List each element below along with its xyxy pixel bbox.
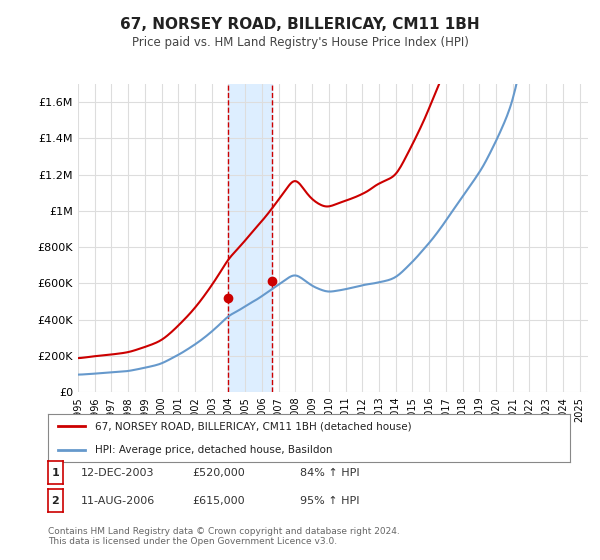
Text: 12-DEC-2003: 12-DEC-2003 [81, 468, 155, 478]
Text: 1: 1 [52, 468, 59, 478]
Text: £615,000: £615,000 [192, 496, 245, 506]
Text: 11-AUG-2006: 11-AUG-2006 [81, 496, 155, 506]
Text: 2: 2 [52, 496, 59, 506]
Text: Contains HM Land Registry data © Crown copyright and database right 2024.
This d: Contains HM Land Registry data © Crown c… [48, 526, 400, 546]
Text: Price paid vs. HM Land Registry's House Price Index (HPI): Price paid vs. HM Land Registry's House … [131, 36, 469, 49]
Text: 84% ↑ HPI: 84% ↑ HPI [300, 468, 359, 478]
Text: 67, NORSEY ROAD, BILLERICAY, CM11 1BH (detached house): 67, NORSEY ROAD, BILLERICAY, CM11 1BH (d… [95, 421, 412, 431]
Text: 95% ↑ HPI: 95% ↑ HPI [300, 496, 359, 506]
Text: 67, NORSEY ROAD, BILLERICAY, CM11 1BH: 67, NORSEY ROAD, BILLERICAY, CM11 1BH [120, 17, 480, 32]
Text: £520,000: £520,000 [192, 468, 245, 478]
Text: HPI: Average price, detached house, Basildon: HPI: Average price, detached house, Basi… [95, 445, 332, 455]
Bar [227, 84, 272, 392]
